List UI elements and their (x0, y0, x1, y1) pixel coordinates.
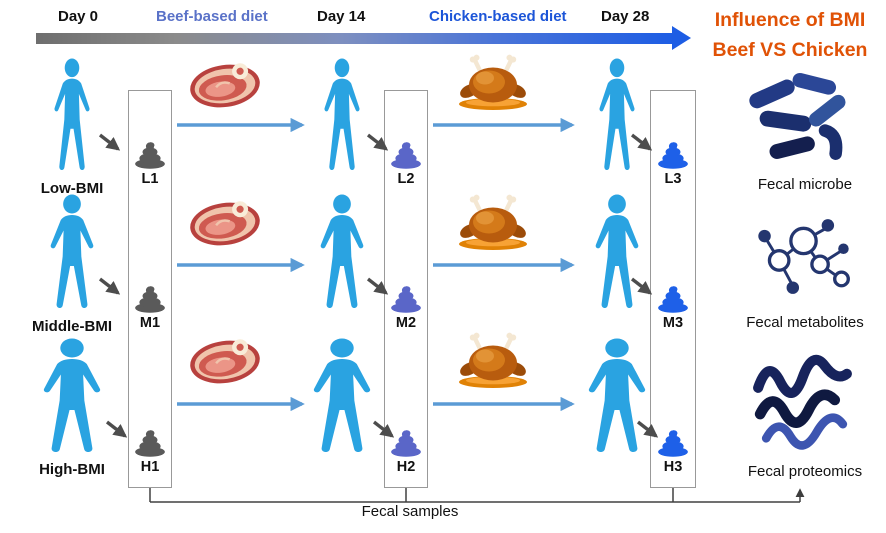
chicken-flow-arrow-icon (433, 396, 575, 412)
turkey-icon (452, 52, 534, 112)
figure-title-line1: Influence of BMI (714, 9, 866, 31)
sample-label-M1: M1 (139, 315, 161, 331)
beef-flow-arrow-icon (177, 117, 305, 133)
chicken-flow-arrow-icon (433, 117, 575, 133)
stool-sample-H1-icon (133, 428, 167, 457)
fecal-samples-connector (149, 488, 805, 503)
turkey-icon (452, 192, 534, 252)
sampling-arrow-icon (372, 420, 395, 438)
group-label-middle-bmi: Middle-BMI (32, 318, 112, 335)
sampling-arrow-icon (636, 420, 659, 438)
stool-sample-L3-icon (656, 140, 690, 169)
steak-icon (186, 198, 264, 250)
readout-label-fecal-metabolites: Fecal metabolites (746, 314, 864, 331)
beef-flow-arrow-icon (177, 257, 305, 273)
sampling-arrow-icon (105, 420, 128, 438)
sampling-arrow-icon (630, 277, 653, 295)
sample-label-M2: M2 (395, 315, 417, 331)
human-figure-low-bmi-day14-icon (319, 58, 365, 174)
group-label-high-bmi: High-BMI (39, 461, 105, 478)
timeline-arrowhead-icon (672, 26, 691, 50)
fecal-samples-label: Fecal samples (361, 503, 459, 520)
readout-label-fecal-proteomics: Fecal proteomics (747, 463, 863, 480)
stool-sample-M1-icon (133, 284, 167, 313)
sample-label-L2: L2 (397, 171, 415, 187)
sampling-arrow-icon (366, 277, 389, 295)
human-figure-low-bmi-day0-icon (49, 58, 95, 174)
sample-label-M3: M3 (662, 315, 684, 331)
molecule-icon (748, 210, 860, 306)
sampling-arrow-icon (98, 133, 121, 151)
chicken-diet-label: Chicken-based diet (429, 8, 567, 25)
sample-label-H2: H2 (396, 459, 416, 475)
sample-label-L3: L3 (664, 171, 682, 187)
day28-label: Day 28 (601, 8, 650, 25)
readout-label-fecal-microbe: Fecal microbe (757, 176, 853, 193)
human-figure-high-bmi-day0-icon (35, 338, 109, 456)
stool-sample-L1-icon (133, 140, 167, 169)
figure-title-line2: Beef VS Chicken (712, 39, 868, 61)
timeline-gradient-arrow (36, 33, 674, 44)
group-label-low-bmi: Low-BMI (40, 180, 104, 197)
protein-icon (744, 350, 860, 454)
chicken-flow-arrow-icon (433, 257, 575, 273)
day0-label: Day 0 (58, 8, 99, 25)
steak-icon (186, 60, 264, 112)
sampling-arrow-icon (98, 277, 121, 295)
sampling-arrow-icon (366, 133, 389, 151)
human-figure-middle-bmi-day0-icon (44, 194, 100, 312)
sample-label-H1: H1 (140, 459, 160, 475)
human-figure-low-bmi-day28-icon (594, 58, 640, 174)
beef-flow-arrow-icon (177, 396, 305, 412)
sample-label-L1: L1 (141, 171, 159, 187)
stool-sample-M3-icon (656, 284, 690, 313)
turkey-icon (452, 330, 534, 390)
sample-label-H3: H3 (663, 459, 683, 475)
sampling-arrow-icon (630, 133, 653, 151)
bacteria-icon (746, 70, 852, 168)
day14-label: Day 14 (317, 8, 366, 25)
human-figure-middle-bmi-day14-icon (314, 194, 370, 312)
beef-diet-label: Beef-based diet (156, 8, 268, 25)
figure-title: Influence of BMI Beef VS Chicken (696, 5, 884, 65)
human-figure-high-bmi-day14-icon (305, 338, 379, 456)
steak-icon (186, 336, 264, 388)
